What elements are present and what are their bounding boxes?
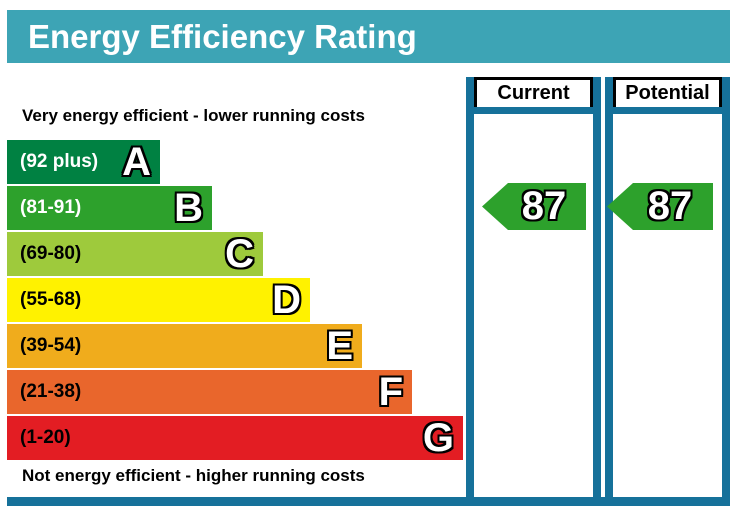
band-letter: F bbox=[378, 370, 403, 414]
band-range-label: (21-38) bbox=[20, 381, 82, 402]
band-row-f: (21-38) F bbox=[7, 370, 412, 414]
title-bar: Energy Efficiency Rating bbox=[7, 10, 730, 63]
current-column: Current bbox=[466, 77, 601, 506]
band-row-d: (55-68) D bbox=[7, 278, 310, 322]
potential-rating-value: 87 bbox=[647, 184, 693, 228]
bottom-caption: Not energy efficient - higher running co… bbox=[22, 466, 365, 485]
band-row-g: (1-20) G bbox=[7, 416, 463, 460]
bottom-frame-bar bbox=[7, 497, 730, 506]
band-letter: E bbox=[326, 324, 353, 368]
potential-column-header: Potential bbox=[613, 77, 722, 107]
band-letter: D bbox=[272, 278, 301, 322]
band-row-b: (81-91) B bbox=[7, 186, 212, 230]
band-range-label: (55-68) bbox=[20, 289, 82, 310]
potential-rating-arrow: 87 bbox=[607, 183, 713, 230]
band-range-label: (92 plus) bbox=[20, 151, 99, 172]
band-letter: B bbox=[174, 186, 203, 230]
page-title: Energy Efficiency Rating bbox=[28, 17, 417, 55]
band-range-label: (39-54) bbox=[20, 335, 82, 356]
current-rating-value: 87 bbox=[521, 184, 567, 228]
band-row-c: (69-80) C bbox=[7, 232, 263, 276]
band-letter: A bbox=[122, 140, 151, 184]
current-column-header: Current bbox=[474, 77, 593, 107]
potential-column-divider bbox=[613, 107, 722, 114]
band-row-a: (92 plus) A bbox=[7, 140, 160, 184]
band-range-label: (81-91) bbox=[20, 197, 82, 218]
band-letter: C bbox=[225, 232, 254, 276]
band-row-e: (39-54) E bbox=[7, 324, 362, 368]
current-rating-arrow: 87 bbox=[482, 183, 586, 230]
top-caption: Very energy efficient - lower running co… bbox=[22, 106, 365, 125]
band-range-label: (69-80) bbox=[20, 243, 82, 264]
band-range-label: (1-20) bbox=[20, 427, 71, 448]
potential-column: Potential bbox=[605, 77, 730, 506]
current-column-divider bbox=[474, 107, 593, 114]
band-letter: G bbox=[422, 416, 454, 460]
